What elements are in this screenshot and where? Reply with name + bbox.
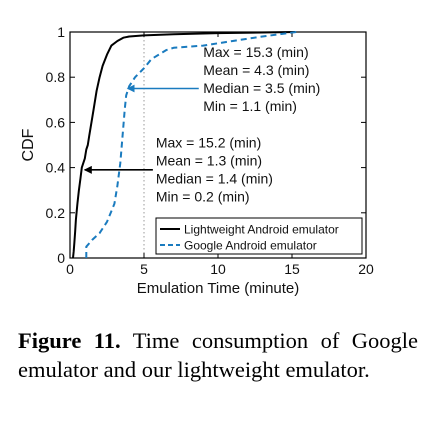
annotation-text-google: Mean = 4.3 (min) [203,62,309,78]
y-axis-label: CDF [20,128,37,161]
x-tick-label: 5 [140,261,148,277]
cdf-chart: 0 5 10 15 20 0 0.2 0.4 0.6 0.8 1 Emulation Time (mi… [20,24,374,297]
caption-text: Time consumption of Google emulator and … [18,328,418,382]
annotation-text-lightweight: Max = 15.2 (min) [156,134,261,150]
y-tick-label: 1 [57,24,65,40]
annotation-text-google: Min = 1.1 (min) [203,98,297,114]
x-tick-label: 0 [66,261,74,277]
legend-label: Lightweight Android emulator [184,223,339,237]
y-tick-label: 0 [57,250,65,266]
annotation-text-lightweight: Min = 0.2 (min) [156,188,250,204]
x-tick-label: 15 [284,261,300,277]
y-tick-label: 0.2 [46,205,66,221]
x-axis-label: Emulation Time (minute) [137,280,300,297]
annotation-text-google: Max = 15.3 (min) [203,44,308,60]
caption-label: Figure 11. [18,328,121,353]
annotation-text-lightweight: Median = 1.4 (min) [156,170,273,186]
figure-caption: Figure 11. Time consumption of Google em… [18,326,418,384]
annotation-text-lightweight: Mean = 1.3 (min) [156,152,262,168]
x-tick-label: 10 [210,261,226,277]
legend-label: Google Android emulator [184,239,317,253]
annotation-text-google: Median = 3.5 (min) [203,80,320,96]
y-tick-label: 0.4 [46,160,66,176]
y-tick-label: 0.6 [46,114,66,130]
series-line-lightweight [72,31,296,259]
y-tick-label: 0.8 [46,69,66,85]
legend-box [155,217,363,255]
x-tick-label: 20 [358,261,374,277]
